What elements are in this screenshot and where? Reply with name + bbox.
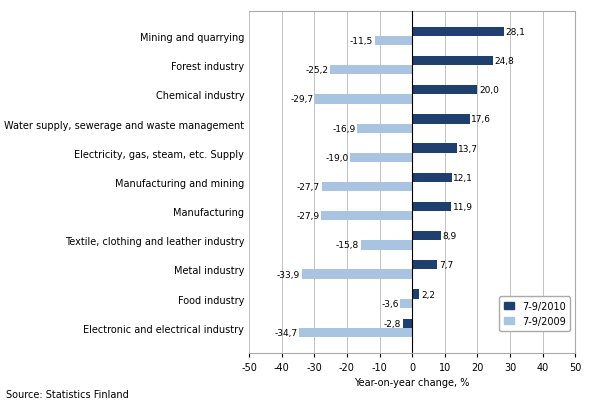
Legend: 7-9/2010, 7-9/2009: 7-9/2010, 7-9/2009 [499,296,570,331]
Text: -34,7: -34,7 [274,328,297,337]
Text: 11,9: 11,9 [452,203,473,211]
Text: 13,7: 13,7 [458,144,479,153]
Text: -15,8: -15,8 [336,241,359,250]
Text: 24,8: 24,8 [495,57,514,66]
Bar [330,66,412,75]
Bar [403,319,412,328]
Text: Source: Statistics Finland: Source: Statistics Finland [6,389,129,399]
Text: -11,5: -11,5 [350,37,373,46]
X-axis label: Year-on-year change, %: Year-on-year change, % [355,377,470,387]
Bar [412,57,493,66]
Text: -3,6: -3,6 [381,299,398,308]
Text: 28,1: 28,1 [505,28,525,36]
Text: 7,7: 7,7 [439,261,453,269]
Bar [357,124,412,134]
Text: 8,9: 8,9 [443,231,457,241]
Bar [412,261,437,270]
Text: -33,9: -33,9 [277,270,300,279]
Text: -2,8: -2,8 [384,319,401,328]
Text: -25,2: -25,2 [305,66,329,75]
Bar [412,290,419,299]
Bar [412,173,452,182]
Bar [302,270,412,279]
Bar [412,231,441,241]
Bar [400,299,412,308]
Text: 12,1: 12,1 [453,173,473,182]
Bar [412,86,477,95]
Bar [350,153,412,163]
Bar [412,115,470,124]
Bar [375,37,412,46]
Bar [412,202,451,212]
Bar [315,95,412,104]
Text: 17,6: 17,6 [471,115,491,124]
Text: -29,7: -29,7 [291,95,314,104]
Text: -16,9: -16,9 [332,124,355,134]
Text: -19,0: -19,0 [326,154,349,162]
Bar [299,328,412,337]
Bar [322,182,412,192]
Bar [361,241,412,250]
Text: 2,2: 2,2 [421,290,435,299]
Bar [321,212,412,221]
Text: -27,7: -27,7 [297,182,320,192]
Bar [412,28,504,37]
Text: 20,0: 20,0 [479,86,499,95]
Bar [412,144,457,153]
Text: -27,9: -27,9 [296,212,320,221]
